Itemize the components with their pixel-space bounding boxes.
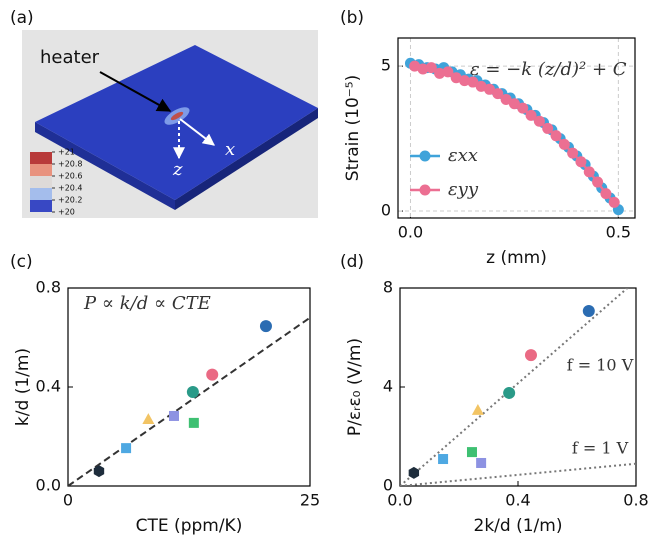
point xyxy=(121,443,131,453)
colorbar-cell xyxy=(30,152,52,164)
panel-label: (c) xyxy=(10,252,33,272)
colorbar-cell xyxy=(30,200,52,212)
y-tick-label: 0 xyxy=(383,476,393,495)
point xyxy=(592,177,603,188)
point xyxy=(584,166,595,177)
point xyxy=(583,305,595,317)
y-tick-label: 0.4 xyxy=(36,377,61,396)
colorbar-label: +20.2 xyxy=(58,196,83,205)
colorbar-label: +20.6 xyxy=(58,172,83,181)
axis-name: z xyxy=(172,159,183,180)
legend-label: εyy xyxy=(448,179,479,200)
point xyxy=(476,458,486,468)
point xyxy=(534,116,545,127)
point xyxy=(551,130,562,141)
point xyxy=(260,320,272,332)
y-tick-label: 0.8 xyxy=(36,278,61,297)
series-line xyxy=(410,63,618,209)
axis-name: x xyxy=(225,139,235,160)
x-axis-label: CTE (ppm/K) xyxy=(136,516,243,536)
y-axis-label: P/εᵣε₀ (V/m) xyxy=(345,338,365,436)
y-tick-label: 0 xyxy=(381,201,391,220)
y-axis-label: Strain (10⁻⁵) xyxy=(343,75,363,181)
line-label: f = 1 V xyxy=(572,439,629,458)
x-tick-label: 0.8 xyxy=(623,491,648,510)
point xyxy=(409,467,419,479)
x-tick-label: 0.5 xyxy=(606,223,631,242)
point xyxy=(206,369,218,381)
x-tick-label: 25 xyxy=(300,491,320,510)
legend-label: εxx xyxy=(448,145,478,166)
colorbar-cell xyxy=(30,164,52,176)
x-tick-label: 0.0 xyxy=(398,223,423,242)
x-axis-label: 2k/d (1/m) xyxy=(474,516,563,536)
x-tick-label: 0 xyxy=(63,491,73,510)
line-label: f = 10 V xyxy=(567,356,634,375)
point xyxy=(169,411,179,421)
colorbar-cell xyxy=(30,188,52,200)
point xyxy=(503,387,515,399)
x-axis-label: z (mm) xyxy=(486,248,547,268)
series-line xyxy=(415,66,615,202)
y-tick-label: 0.0 xyxy=(36,476,61,495)
panel-label: (b) xyxy=(340,8,364,28)
point xyxy=(542,123,553,134)
equation: ε = −k (z/d)² + C xyxy=(470,59,627,80)
point xyxy=(559,139,570,150)
point xyxy=(438,454,448,464)
point xyxy=(609,197,620,208)
x-tick-label: 0.4 xyxy=(505,491,530,510)
legend-marker xyxy=(420,185,431,196)
colorbar-label: +21 xyxy=(58,148,75,157)
colorbar-label: +20.4 xyxy=(58,184,83,193)
panel-label: (a) xyxy=(10,8,34,28)
annotation: heater xyxy=(40,47,100,68)
point xyxy=(472,404,484,415)
equation: P ∝ k/d ∝ CTE xyxy=(83,293,211,314)
panel-label: (d) xyxy=(340,252,364,272)
y-axis-label: k/d (1/m) xyxy=(13,348,33,426)
point xyxy=(142,413,154,424)
figure: (a) heater x z +21 +20.8 +20.6 +20.4 +20.2 +20 (b)… xyxy=(0,0,652,538)
legend-marker xyxy=(420,151,431,162)
colorbar-cell xyxy=(30,176,52,188)
y-tick-label: 4 xyxy=(383,377,393,396)
point xyxy=(600,188,611,199)
fit-line xyxy=(68,318,310,486)
point xyxy=(525,349,537,361)
y-tick-label: 5 xyxy=(381,56,391,75)
colorbar-label: +20.8 xyxy=(58,160,83,169)
y-tick-label: 8 xyxy=(383,278,393,297)
point xyxy=(467,447,477,457)
point xyxy=(575,156,586,167)
colorbar-label: +20 xyxy=(58,208,75,217)
point xyxy=(517,103,528,114)
point xyxy=(189,418,199,428)
point xyxy=(567,148,578,159)
point xyxy=(187,386,199,398)
plot-frame xyxy=(68,288,310,486)
